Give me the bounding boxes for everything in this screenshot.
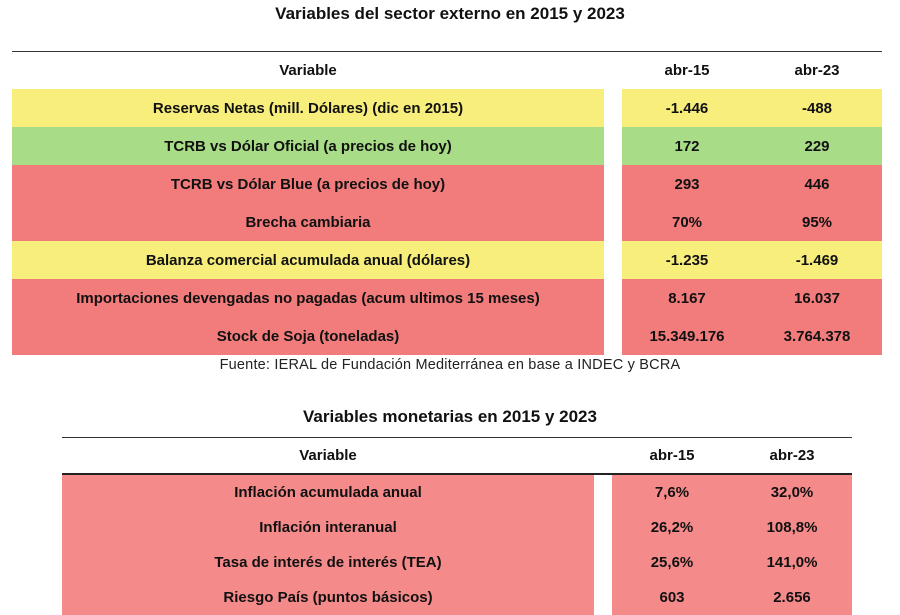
table1-header-abr23: abr-23 <box>794 61 840 79</box>
value-abr15: 172 <box>622 127 752 165</box>
row-label: Reservas Netas (mill. Dólares) (dic en 2… <box>12 89 604 127</box>
value-abr23: -1.469 <box>752 241 882 279</box>
value-abr23: 141,0% <box>732 545 852 580</box>
table-row: Importaciones devengadas no pagadas (acu… <box>12 279 882 317</box>
row-label: Stock de Soja (toneladas) <box>12 317 604 355</box>
table-row: Brecha cambiaria 70% 95% <box>12 203 882 241</box>
table1-title: Variables del sector externo en 2015 y 2… <box>275 4 625 23</box>
table-row: Tasa de interés de interés (TEA) 25,6% 141… <box>62 545 852 580</box>
value-abr23: -488 <box>752 89 882 127</box>
table-row: Riesgo País (puntos básicos) 603 2.656 <box>62 580 852 615</box>
value-abr15: -1.446 <box>622 89 752 127</box>
value-abr23: 2.656 <box>732 580 852 615</box>
value-abr23: 32,0% <box>732 475 852 510</box>
value-abr15: 8.167 <box>622 279 752 317</box>
table1-header-abr15: abr-15 <box>664 61 710 79</box>
value-abr23: 229 <box>752 127 882 165</box>
value-abr23: 3.764.378 <box>752 317 882 355</box>
value-abr15: 70% <box>622 203 752 241</box>
table2-header-abr23: abr-23 <box>769 446 815 464</box>
value-abr15: 15.349.176 <box>622 317 752 355</box>
value-abr15: 7,6% <box>612 475 732 510</box>
row-label: Inflación acumulada anual <box>62 475 594 510</box>
value-abr15: -1.235 <box>622 241 752 279</box>
value-abr23: 95% <box>752 203 882 241</box>
table-row: Stock de Soja (toneladas) 15.349.176 3.764… <box>12 317 882 355</box>
value-abr23: 16.037 <box>752 279 882 317</box>
table-row: Inflación acumulada anual 7,6% 32,0% <box>62 475 852 510</box>
row-label: Brecha cambiaria <box>12 203 604 241</box>
row-label: Inflación interanual <box>62 510 594 545</box>
table-row: TCRB vs Dólar Blue (a precios de hoy) 293… <box>12 165 882 203</box>
table1-header: Variable abr-15 abr-23 <box>12 51 882 91</box>
value-abr15: 26,2% <box>612 510 732 545</box>
value-abr23: 446 <box>752 165 882 203</box>
value-abr23: 108,8% <box>732 510 852 545</box>
value-abr15: 603 <box>612 580 732 615</box>
table1-header-variable: Variable <box>279 61 337 79</box>
table-row: Reservas Netas (mill. Dólares) (dic en 2… <box>12 89 882 127</box>
table-row: Balanza comercial acumulada anual (dólar… <box>12 241 882 279</box>
table-row: TCRB vs Dólar Oficial (a precios de hoy)… <box>12 127 882 165</box>
value-abr15: 25,6% <box>612 545 732 580</box>
table2-header-variable: Variable <box>299 446 357 464</box>
table1-source: Fuente: IERAL de Fundación Mediterránea … <box>219 357 681 373</box>
table2-header-abr15: abr-15 <box>649 446 695 464</box>
value-abr15: 293 <box>622 165 752 203</box>
row-label: TCRB vs Dólar Oficial (a precios de hoy) <box>12 127 604 165</box>
row-label: TCRB vs Dólar Blue (a precios de hoy) <box>12 165 604 203</box>
row-label: Importaciones devengadas no pagadas (acu… <box>12 279 604 317</box>
table-row: Inflación interanual 26,2% 108,8% <box>62 510 852 545</box>
row-label: Tasa de interés de interés (TEA) <box>62 545 594 580</box>
row-label: Riesgo País (puntos básicos) <box>62 580 594 615</box>
table2-title: Variables monetarias en 2015 y 2023 <box>303 407 597 426</box>
table2-header: Variable abr-15 abr-23 <box>62 437 852 475</box>
row-label: Balanza comercial acumulada anual (dólar… <box>12 241 604 279</box>
